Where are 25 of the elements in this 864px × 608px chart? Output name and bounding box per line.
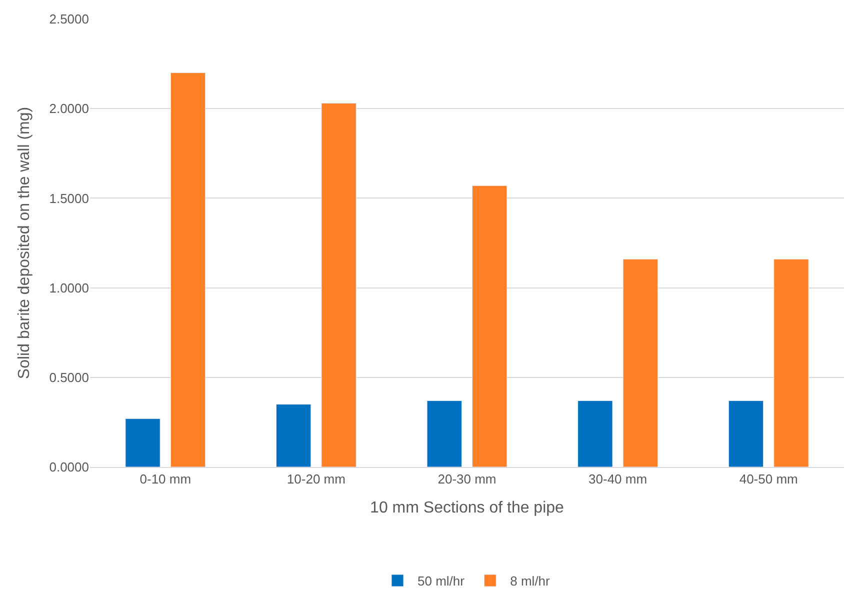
x-axis-title: 10 mm Sections of the pipe	[370, 499, 564, 516]
y-tick-label: 1.5000	[49, 190, 89, 206]
x-tick-label: 0-10 mm	[140, 472, 192, 487]
bar	[276, 404, 312, 467]
x-tick-label: 30-40 mm	[588, 472, 648, 487]
legend-label: 50 ml/hr	[418, 574, 466, 589]
y-axis-title: Solid barite deposited on the wall (mg)	[16, 106, 34, 380]
y-tick-label: 0.0000	[49, 460, 89, 475]
y-tick-label: 2.0000	[49, 101, 89, 116]
bar	[125, 418, 160, 467]
bar	[426, 400, 462, 467]
bar	[728, 400, 764, 467]
x-tick-label: 20-30 mm	[438, 472, 496, 487]
bar	[774, 258, 809, 467]
y-tick-label: 1.0000	[49, 280, 89, 296]
legend-label: 8 ml/hr	[510, 574, 551, 589]
bar	[472, 185, 508, 467]
bar	[321, 102, 356, 467]
x-tick-label: 10-20 mm	[286, 472, 346, 487]
x-tick-label: 40-50 mm	[739, 472, 798, 487]
y-tick-label: 0.5000	[49, 370, 89, 385]
bar	[578, 400, 613, 467]
bar	[622, 258, 658, 467]
bar	[170, 72, 206, 467]
y-tick-label: 2.5000	[49, 12, 89, 27]
